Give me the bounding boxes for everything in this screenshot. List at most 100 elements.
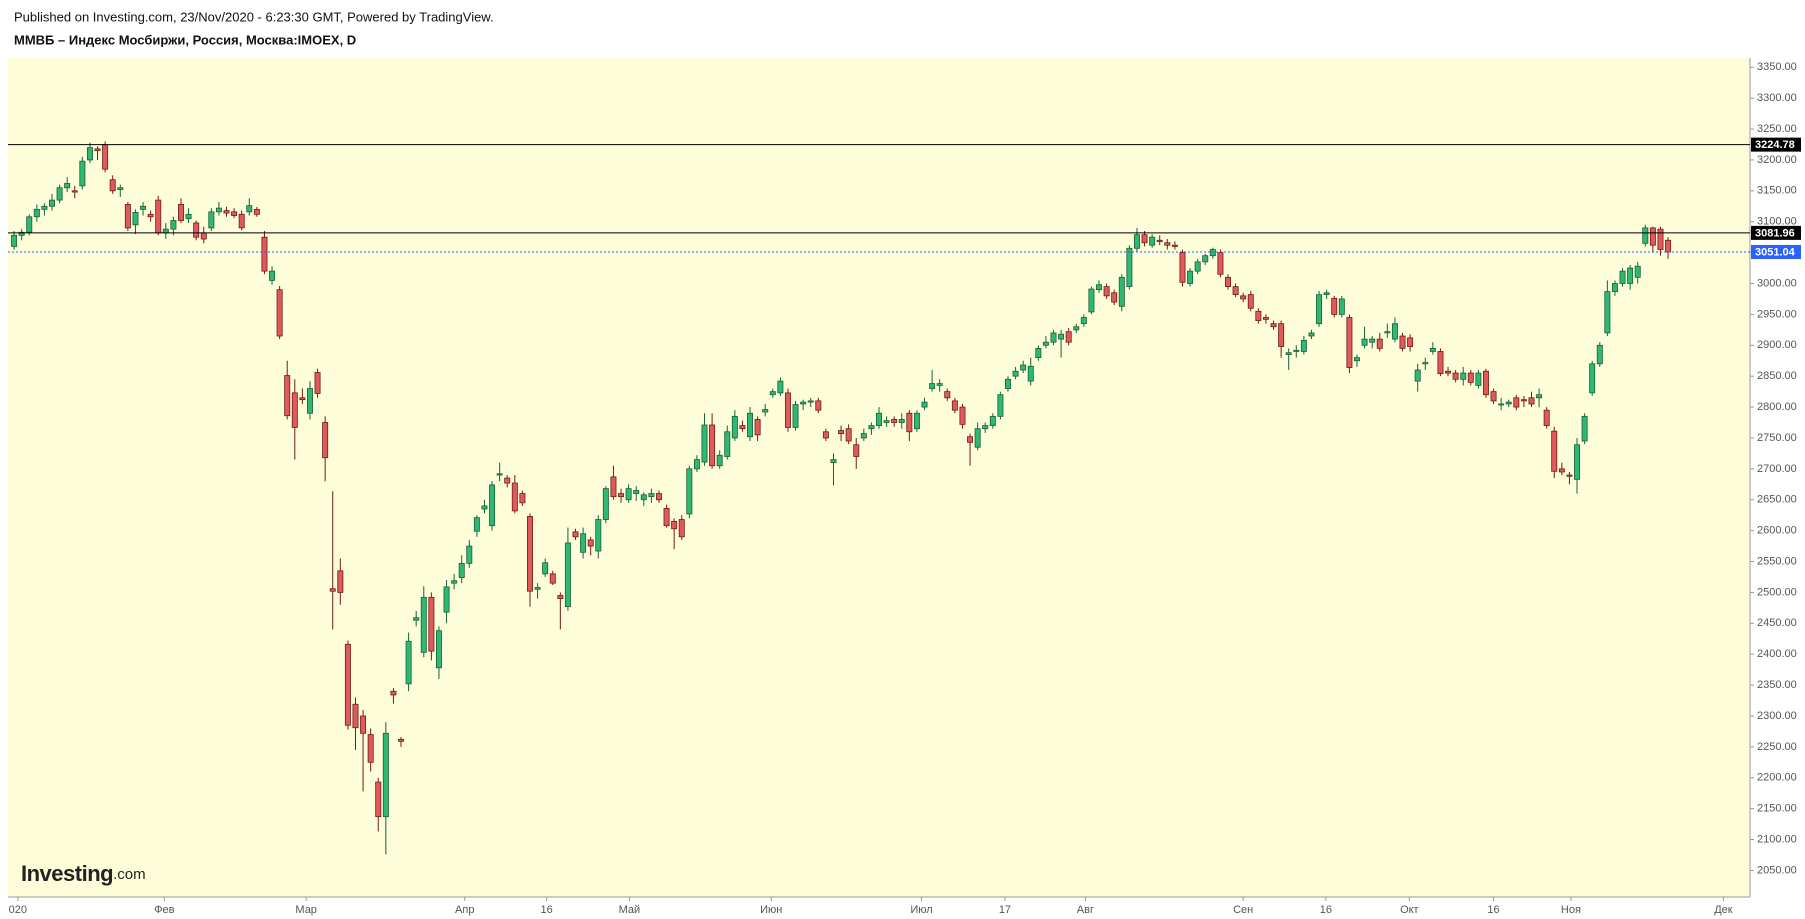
y-tick-label: 2900.00 xyxy=(1757,339,1797,351)
candle-body xyxy=(883,420,890,423)
candle-body xyxy=(1126,247,1133,287)
y-tick-label: 2950.00 xyxy=(1757,308,1797,320)
candle-body xyxy=(1407,337,1414,347)
candle-body xyxy=(511,482,518,512)
candle-body xyxy=(838,430,845,435)
candle-body xyxy=(1042,341,1049,346)
candle-body xyxy=(1133,234,1140,249)
candle-body xyxy=(185,213,192,220)
candle-body xyxy=(1232,286,1239,296)
candle-body xyxy=(489,484,496,527)
candle-body xyxy=(1096,284,1103,291)
published-note: Published on Investing.com, 23/Nov/2020 … xyxy=(14,9,494,24)
candle-body xyxy=(625,488,632,501)
candle-body xyxy=(1422,362,1429,365)
candle-body xyxy=(686,468,693,515)
candle-body xyxy=(1149,236,1156,246)
candle-body xyxy=(390,690,397,696)
candle-body xyxy=(1194,261,1201,272)
candle-body xyxy=(519,493,526,504)
candle-body xyxy=(747,412,753,438)
candle-body xyxy=(18,231,25,236)
plot-area xyxy=(8,58,1750,897)
x-tick-label: Авг xyxy=(1077,904,1094,916)
candle-body xyxy=(709,424,716,467)
candle-body xyxy=(1414,369,1421,382)
candle-body xyxy=(701,424,708,463)
candle-body xyxy=(284,375,291,417)
candle-body xyxy=(291,392,298,428)
candle-body xyxy=(1293,349,1300,352)
candle-body xyxy=(1316,294,1323,325)
candle-body xyxy=(602,488,609,520)
candle-body xyxy=(1536,394,1543,399)
candle-body xyxy=(94,148,101,152)
candle-body xyxy=(473,517,480,532)
candle-body xyxy=(1285,352,1292,355)
candle-body xyxy=(140,205,147,210)
candle-body xyxy=(117,187,124,190)
candle-body xyxy=(1384,331,1391,334)
candle-body xyxy=(193,222,200,238)
candle-body xyxy=(11,234,18,247)
logo: Investing.com xyxy=(21,861,146,886)
y-tick-label: 2350.00 xyxy=(1757,679,1797,691)
logo-suffix: .com xyxy=(113,866,146,883)
candle-body xyxy=(1543,409,1550,427)
candle-body xyxy=(466,545,473,564)
y-tick-label: 2650.00 xyxy=(1757,494,1797,506)
candle-body xyxy=(504,477,511,484)
candle-body xyxy=(1088,288,1095,313)
level-label-box xyxy=(1751,137,1801,152)
candle-body xyxy=(26,216,33,233)
candle-body xyxy=(527,516,533,592)
candle-body xyxy=(147,213,154,218)
x-tick-label: Фев xyxy=(154,904,174,916)
candle-body xyxy=(124,204,131,229)
candle-body xyxy=(1331,297,1338,315)
candle-body xyxy=(1217,252,1224,275)
candle-body xyxy=(1596,344,1603,365)
candle-body xyxy=(231,211,238,216)
candle-body xyxy=(86,147,93,161)
candle-body xyxy=(633,490,640,494)
candle-body xyxy=(1551,430,1558,472)
candle-body xyxy=(1627,267,1634,284)
candle-body xyxy=(1005,378,1011,389)
candle-body xyxy=(853,444,860,457)
candle-body xyxy=(860,433,867,439)
candle-body xyxy=(1657,228,1664,250)
candle-body xyxy=(693,459,700,470)
candle-body xyxy=(1558,468,1565,473)
y-tick-label: 3200.00 xyxy=(1757,154,1797,166)
candle-body xyxy=(731,415,738,439)
candle-body xyxy=(246,205,253,213)
candle-body xyxy=(1619,270,1626,284)
y-tick-label: 2500.00 xyxy=(1757,586,1797,598)
candle-body xyxy=(1520,399,1527,402)
x-tick-label: Мар xyxy=(295,904,317,916)
candle-body xyxy=(352,703,359,729)
candle-body xyxy=(132,212,139,226)
candle-body xyxy=(891,419,898,423)
candle-body xyxy=(420,596,427,653)
candle-body xyxy=(1247,294,1254,309)
x-tick-label: Дек xyxy=(1714,904,1733,916)
y-tick-label: 3350.00 xyxy=(1757,61,1797,73)
candle-body xyxy=(413,617,420,621)
candle-body xyxy=(1278,323,1285,347)
candle-body xyxy=(170,220,177,230)
candle-body xyxy=(1171,244,1178,247)
candle-body xyxy=(1437,351,1444,375)
y-tick-label: 2600.00 xyxy=(1757,525,1797,537)
candle-body xyxy=(1156,239,1163,242)
candle-body xyxy=(269,270,276,281)
candle-body xyxy=(1065,331,1072,343)
candle-body xyxy=(71,190,78,193)
y-tick-label: 2800.00 xyxy=(1757,401,1797,413)
y-tick-label: 2250.00 xyxy=(1757,741,1797,753)
candle-body xyxy=(1475,372,1482,386)
candle-body xyxy=(762,409,769,413)
candle-body xyxy=(1262,317,1269,320)
